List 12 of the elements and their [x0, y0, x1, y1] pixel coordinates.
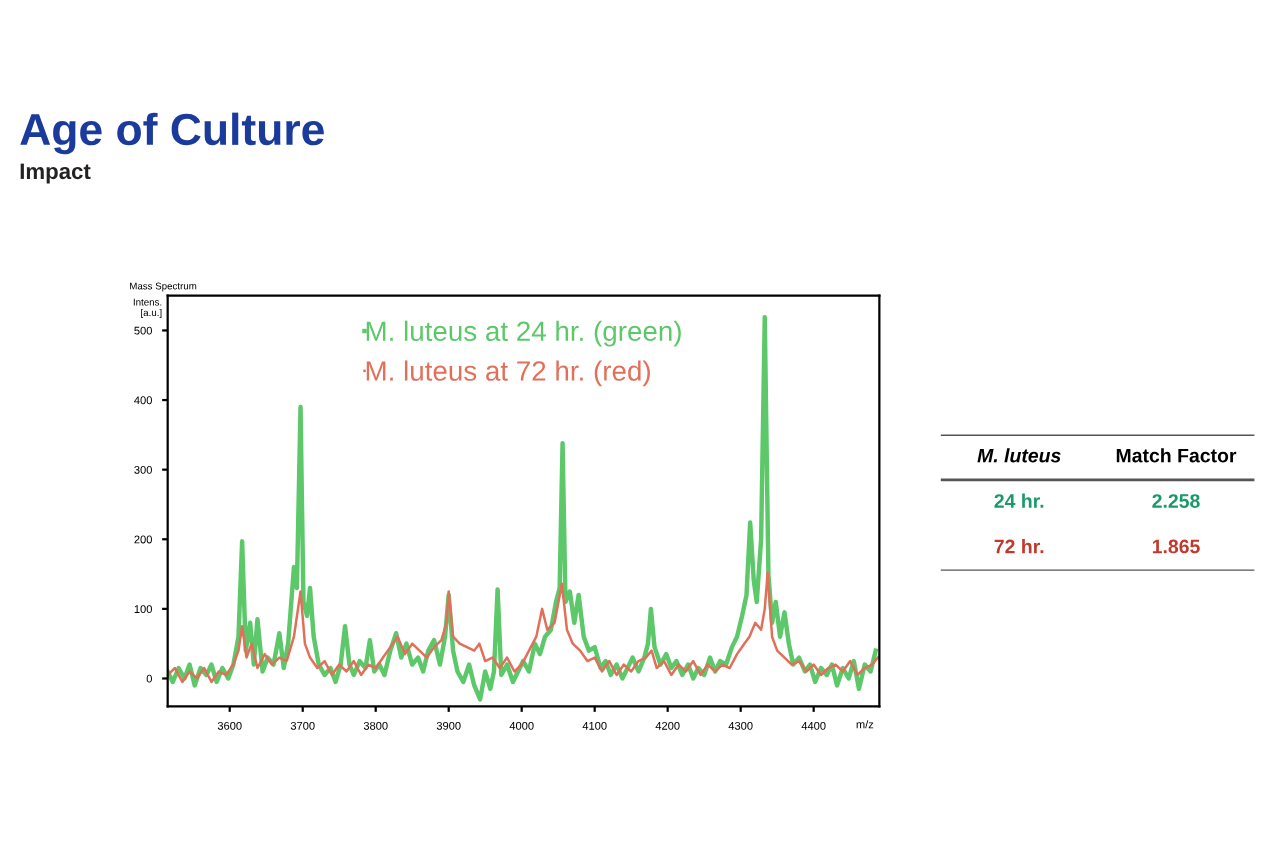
category-label: 24 hr. — [994, 493, 1044, 508]
legend-label: M. luteus at 72 hr. (red) — [366, 360, 650, 387]
text: Match Factor — [1116, 448, 1237, 463]
chart-title: Age of Culture — [20, 112, 324, 155]
data-label: 1.865 — [1152, 539, 1200, 554]
category-label: 72 hr. — [994, 539, 1044, 554]
chart-subtitle: Impact — [20, 163, 91, 184]
line-series — [167, 315, 878, 702]
text: M. luteus — [977, 448, 1061, 463]
legend-label: M. luteus at 24 hr. (green) — [366, 320, 681, 347]
line-series — [167, 571, 880, 684]
data-label: 2.258 — [1152, 494, 1200, 508]
